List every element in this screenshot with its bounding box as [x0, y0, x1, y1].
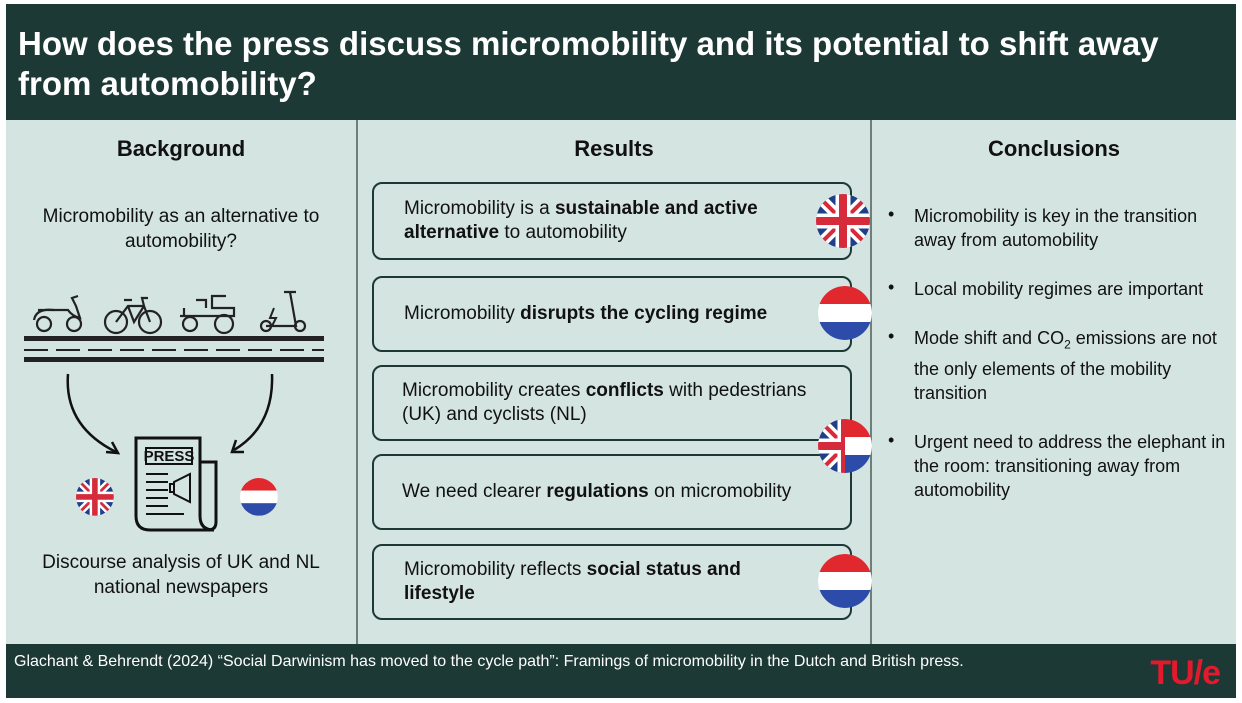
uk-flag-icon	[76, 478, 114, 516]
background-illustration: PRESS	[24, 290, 324, 532]
results-title: Results	[574, 136, 654, 161]
arrow-icon	[66, 373, 274, 455]
column-divider	[356, 120, 358, 644]
result-item: Micromobility reflects social status and…	[372, 544, 852, 620]
uk-flag-icon	[816, 194, 870, 248]
background-question: Micromobility as an alternative to autom…	[42, 206, 320, 252]
background-title: Background	[116, 136, 246, 161]
list-item: Local mobility regimes are important	[884, 275, 1229, 301]
newspaper-icon	[134, 436, 218, 532]
conclusions-list: Micromobility is key in the transition a…	[884, 202, 1229, 527]
uk-nl-flag-icon	[818, 419, 872, 473]
page-title: How does the press discuss micromobility…	[18, 25, 1159, 102]
tue-logo: TU/e	[1150, 654, 1221, 692]
nl-flag-icon	[240, 478, 278, 516]
result-item: Micromobility disrupts the cycling regim…	[372, 276, 852, 352]
scooter-icon	[32, 294, 83, 333]
result-item: We need clearer regulations on micromobi…	[372, 454, 852, 530]
footer-bar: Glachant & Behrendt (2024) “Social Darwi…	[6, 644, 1236, 698]
list-item: Mode shift and CO2 emissions are not the…	[884, 324, 1229, 405]
nl-flag-icon	[818, 286, 872, 340]
result-item: Micromobility creates conflicts with ped…	[372, 365, 852, 441]
list-item: Urgent need to address the elephant in t…	[884, 428, 1229, 502]
header-bar: How does the press discuss micromobility…	[6, 4, 1236, 120]
conclusions-title: Conclusions	[987, 136, 1120, 161]
mobility-scooter-icon	[180, 294, 236, 335]
bicycle-icon	[103, 296, 163, 335]
citation: Glachant & Behrendt (2024) “Social Darwi…	[14, 653, 964, 670]
result-item: Micromobility is a sustainable and activ…	[372, 182, 852, 260]
infographic: How does the press discuss micromobility…	[6, 4, 1236, 698]
e-scooter-icon	[259, 290, 307, 333]
list-item: Micromobility is key in the transition a…	[884, 202, 1229, 252]
press-label: PRESS	[144, 448, 195, 465]
background-analysis: Discourse analysis of UK and NL national…	[42, 552, 320, 598]
column-divider	[870, 120, 872, 644]
nl-flag-icon	[818, 554, 872, 608]
road-icon	[24, 336, 324, 362]
